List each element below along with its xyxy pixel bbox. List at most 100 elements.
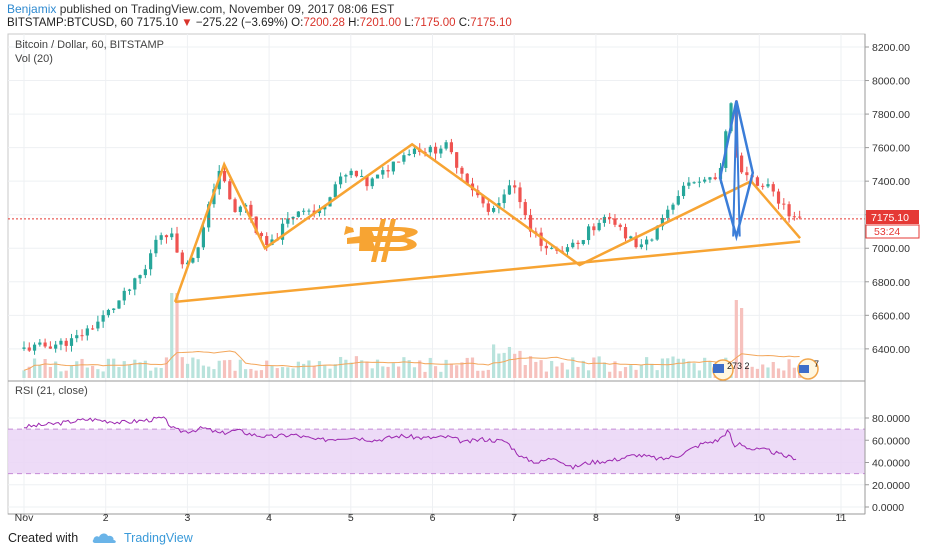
price-tick-label: 8000.00 <box>872 76 910 88</box>
candle-body <box>787 204 791 217</box>
volume-bar <box>244 369 248 378</box>
volume-bar <box>618 371 622 378</box>
candle-body <box>739 155 744 173</box>
author-link[interactable]: Benjamix <box>7 2 57 16</box>
candle-body <box>143 269 147 276</box>
volume-bar <box>217 360 221 378</box>
event-marker-2[interactable]: 7 <box>797 358 819 380</box>
volume-bar <box>191 357 195 378</box>
volume-bar <box>407 360 411 378</box>
candle-body <box>96 321 100 329</box>
candle-body <box>523 202 527 216</box>
volume-bar <box>370 368 374 378</box>
volume-bar <box>792 367 796 378</box>
volume-bar <box>312 365 316 378</box>
candle-body <box>233 199 237 213</box>
low-label: L: <box>404 17 414 29</box>
candle-body <box>502 194 506 204</box>
symbol-label: BITSTAMP:BTCUSD, 60 <box>7 17 134 29</box>
volume-bar <box>149 370 153 378</box>
volume-bar <box>671 356 675 378</box>
pattern-drawings <box>173 100 802 304</box>
time-tick-label: 11 <box>836 512 847 524</box>
candle-body <box>571 242 575 248</box>
candle-body <box>692 182 696 184</box>
candle-body <box>22 347 26 349</box>
volume-bar <box>249 368 253 378</box>
candle-body <box>655 226 659 240</box>
candle-body <box>402 155 406 162</box>
candle-body <box>354 170 359 177</box>
volume-bar <box>750 366 754 378</box>
rsi-axis: 0.0000 20.0000 40.0000 60.0000 80.0000 <box>865 413 910 514</box>
countdown-text: 53:24 <box>874 226 900 238</box>
candle-body <box>518 187 522 203</box>
volume-bar <box>745 366 749 378</box>
volume-bar <box>75 361 79 378</box>
candle-body <box>634 236 638 248</box>
volume-bar <box>270 365 274 378</box>
candle-body <box>249 204 253 217</box>
volume-bar <box>154 367 158 378</box>
volume-bar <box>608 371 612 378</box>
candle-body <box>481 195 485 204</box>
chart-area[interactable]: 6400.006600.006800.007000.007200.007400.… <box>0 0 932 526</box>
time-tick-label: 9 <box>675 512 681 524</box>
volume-bar <box>233 370 237 378</box>
volume-bar <box>397 366 401 378</box>
volume-bar <box>344 359 348 378</box>
candle-body <box>428 146 432 153</box>
candle-body <box>592 226 596 231</box>
time-tick-label: 7 <box>511 512 517 524</box>
volume-bar <box>586 370 591 378</box>
candle-body <box>449 142 453 153</box>
candle-body <box>629 236 633 239</box>
volume-bar <box>228 359 232 378</box>
volume-bar <box>492 344 496 378</box>
candle-body <box>180 252 184 265</box>
volume-bar <box>597 356 601 378</box>
volume-bar <box>280 367 285 378</box>
candle-body <box>69 338 74 346</box>
volume-bar <box>27 366 31 378</box>
candle-body <box>222 170 227 182</box>
candle-body <box>708 177 712 180</box>
volume-bar <box>127 364 132 378</box>
candle-body <box>782 203 786 205</box>
price-tick-label: 7400.00 <box>872 176 910 188</box>
volume-bar <box>708 361 712 378</box>
candle-body <box>59 340 63 345</box>
time-tick-label: 5 <box>348 512 354 524</box>
volume-bar <box>666 358 670 378</box>
time-tick-label: 10 <box>753 512 765 524</box>
created-with-label: Created with <box>8 531 79 545</box>
volume-bar <box>433 366 438 378</box>
high-value: 7201.00 <box>359 17 402 29</box>
volume-bar <box>381 366 385 378</box>
volume-ma-line <box>23 350 800 371</box>
volume-bar <box>175 293 179 378</box>
candle-body <box>196 247 200 259</box>
candle-body <box>492 208 496 212</box>
diamond-outline <box>718 100 755 242</box>
candle-body <box>602 216 607 223</box>
rsi-band <box>8 429 865 474</box>
event-marker-1[interactable]: 273 2 <box>712 359 750 381</box>
volume-bar <box>734 300 738 378</box>
tradingview-brand[interactable]: TradingView <box>124 531 193 545</box>
candle-body <box>729 103 733 132</box>
candle-body <box>122 290 126 301</box>
time-tick-label: Nov <box>15 512 34 524</box>
volume-bar <box>412 367 417 378</box>
volume-bar <box>650 363 654 378</box>
bitcoin-logo-icon <box>344 219 418 262</box>
candle-body <box>761 185 765 187</box>
candle-body <box>302 210 306 212</box>
volume-bar <box>265 360 269 378</box>
volume-bar <box>539 360 543 378</box>
candle-body <box>32 344 37 351</box>
candle-body <box>54 344 58 349</box>
open-value: 7200.28 <box>303 17 345 29</box>
volume-bar <box>170 293 174 378</box>
volume-bar <box>402 357 406 378</box>
